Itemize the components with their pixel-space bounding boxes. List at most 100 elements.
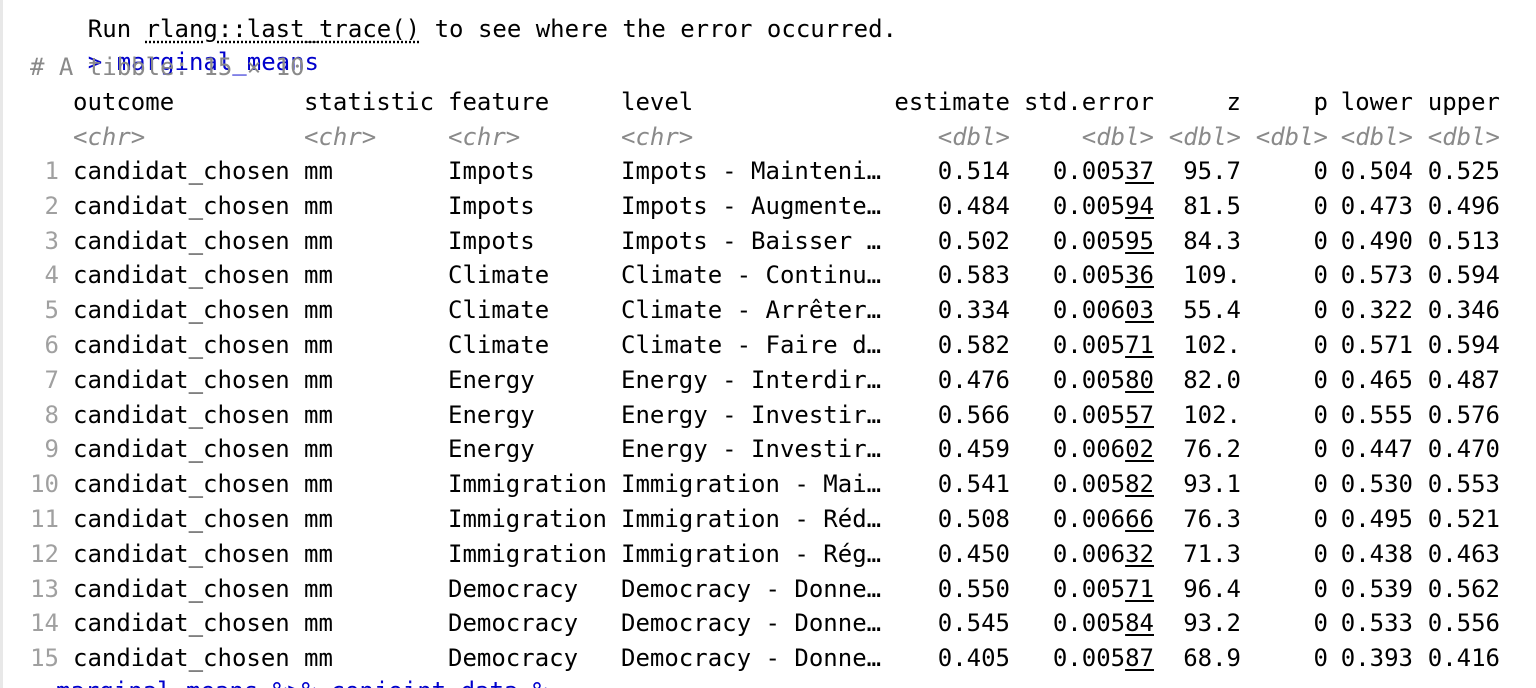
table-cell-outcome: candidat_chosen	[73, 157, 290, 185]
table-cell-std-error: 0.00632	[1053, 539, 1154, 569]
table-cell-z: 81.5	[1183, 192, 1241, 220]
table-cell-std-error: 0.00584	[1053, 608, 1154, 638]
table-cell-level: Immigration - Réd…	[621, 505, 882, 533]
column-header-statistic: statistic	[304, 88, 435, 116]
table-cell-estimate: 0.583	[937, 261, 1010, 289]
table-cell-lower: 0.504	[1340, 157, 1413, 185]
r-console-output[interactable]: Run rlang::last_trace() to see where the…	[16, 0, 1536, 688]
table-cell-outcome: candidat_chosen	[73, 505, 290, 533]
std-error-leading-digits: 0.005	[1052, 401, 1126, 429]
column-header-feature: feature	[448, 88, 550, 116]
row-number: 7	[44, 366, 59, 394]
table-cell-lower: 0.495	[1340, 505, 1413, 533]
std-error-significant-digits: 94	[1125, 192, 1154, 220]
column-type-lower: <dbl>	[1340, 123, 1413, 151]
table-cell-p: 0	[1313, 296, 1328, 324]
table-cell-upper: 0.521	[1427, 505, 1500, 533]
table-cell-z: 95.7	[1183, 157, 1241, 185]
table-cell-feature: Energy	[448, 401, 535, 429]
std-error-significant-digits: 57	[1125, 401, 1154, 429]
table-cell-outcome: candidat_chosen	[73, 644, 290, 672]
table-cell-p: 0	[1313, 435, 1328, 463]
table-cell-upper: 0.562	[1427, 575, 1500, 603]
table-cell-p: 0	[1313, 540, 1328, 568]
table-cell-p: 0	[1313, 401, 1328, 429]
std-error-leading-digits: 0.005	[1052, 261, 1126, 289]
table-cell-z: 109.	[1183, 261, 1241, 289]
table-cell-level: Impots - Mainteni…	[621, 157, 882, 185]
row-number: 4	[44, 261, 59, 289]
error-hint-line: Run rlang::last_trace() to see where the…	[30, 0, 897, 43]
table-cell-std-error: 0.00537	[1053, 156, 1154, 186]
table-cell-level: Immigration - Rég…	[621, 540, 882, 568]
std-error-significant-digits: 87	[1125, 644, 1154, 672]
table-cell-upper: 0.463	[1427, 540, 1500, 568]
table-cell-lower: 0.322	[1340, 296, 1413, 324]
std-error-leading-digits: 0.005	[1052, 470, 1126, 498]
table-cell-lower: 0.490	[1340, 227, 1413, 255]
table-cell-std-error: 0.00580	[1053, 365, 1154, 395]
table-cell-estimate: 0.550	[937, 575, 1010, 603]
row-number: 3	[44, 227, 59, 255]
table-cell-p: 0	[1313, 505, 1328, 533]
table-cell-z: 84.3	[1183, 227, 1241, 255]
table-cell-std-error: 0.00595	[1053, 226, 1154, 256]
table-cell-level: Energy - Investir…	[621, 435, 882, 463]
table-cell-outcome: candidat_chosen	[73, 575, 290, 603]
table-cell-outcome: candidat_chosen	[73, 435, 290, 463]
table-cell-level: Democracy - Donne…	[621, 644, 882, 672]
table-cell-upper: 0.594	[1427, 261, 1500, 289]
std-error-leading-digits: 0.005	[1052, 366, 1126, 394]
row-number: 5	[44, 296, 59, 324]
table-cell-estimate: 0.459	[937, 435, 1010, 463]
table-cell-z: 71.3	[1183, 540, 1241, 568]
std-error-significant-digits: 36	[1125, 261, 1154, 289]
row-number: 11	[30, 505, 59, 533]
last-trace-link[interactable]: rlang::last_trace()	[145, 15, 421, 43]
table-cell-z: 68.9	[1183, 644, 1241, 672]
next-command-line: marginal_means %>% conjoint_data %	[56, 676, 547, 688]
table-cell-statistic: mm	[304, 540, 333, 568]
table-cell-z: 102.	[1183, 331, 1241, 359]
row-number: 14	[30, 609, 59, 637]
table-cell-z: 93.1	[1183, 470, 1241, 498]
table-cell-p: 0	[1313, 157, 1328, 185]
table-cell-statistic: mm	[304, 366, 333, 394]
table-cell-feature: Energy	[448, 366, 535, 394]
table-cell-z: 55.4	[1183, 296, 1241, 324]
table-cell-upper: 0.416	[1427, 644, 1500, 672]
table-cell-estimate: 0.545	[937, 609, 1010, 637]
table-cell-feature: Impots	[448, 227, 535, 255]
table-cell-outcome: candidat_chosen	[73, 192, 290, 220]
table-cell-upper: 0.496	[1427, 192, 1500, 220]
table-cell-estimate: 0.508	[937, 505, 1010, 533]
table-cell-feature: Climate	[448, 296, 550, 324]
column-header-lower: lower	[1340, 88, 1413, 116]
table-cell-outcome: candidat_chosen	[73, 227, 290, 255]
table-cell-std-error: 0.00587	[1053, 643, 1154, 673]
table-cell-upper: 0.576	[1427, 401, 1500, 429]
table-cell-feature: Immigration	[448, 470, 607, 498]
row-number: 12	[30, 540, 59, 568]
table-cell-feature: Climate	[448, 331, 550, 359]
table-cell-feature: Democracy	[448, 644, 579, 672]
table-cell-p: 0	[1313, 366, 1328, 394]
console-gutter	[0, 0, 3, 688]
prompt-symbol: >	[87, 48, 103, 76]
table-cell-lower: 0.393	[1340, 644, 1413, 672]
table-cell-p: 0	[1313, 575, 1328, 603]
table-cell-outcome: candidat_chosen	[73, 331, 290, 359]
table-cell-estimate: 0.514	[937, 157, 1010, 185]
column-header-p: p	[1313, 88, 1328, 116]
std-error-leading-digits: 0.006	[1052, 435, 1126, 463]
column-type-upper: <dbl>	[1427, 123, 1500, 151]
row-number: 1	[44, 157, 59, 185]
table-cell-level: Impots - Baisser …	[621, 227, 882, 255]
table-cell-std-error: 0.00603	[1053, 295, 1154, 325]
table-cell-lower: 0.533	[1340, 609, 1413, 637]
table-cell-feature: Democracy	[448, 575, 579, 603]
column-type-statistic: <chr>	[304, 123, 377, 151]
table-cell-std-error: 0.00536	[1053, 260, 1154, 290]
std-error-significant-digits: 32	[1125, 540, 1154, 568]
table-cell-level: Impots - Augmente…	[621, 192, 882, 220]
